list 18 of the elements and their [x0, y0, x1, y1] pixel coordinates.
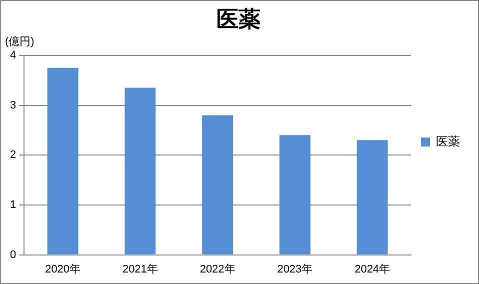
legend-label: 医薬 [436, 134, 460, 148]
x-tick-label: 2021年 [122, 263, 158, 276]
x-tick-label: 2020年 [45, 263, 81, 276]
bar [202, 115, 234, 254]
y-tick-label: 0 [10, 248, 16, 261]
y-tick-label: 2 [10, 149, 16, 162]
bar [356, 140, 388, 254]
x-tick-label: 2022年 [200, 263, 236, 276]
bar [279, 135, 310, 254]
y-axis-title: (億円) [5, 34, 34, 48]
y-tick-label: 3 [10, 99, 16, 112]
bar [47, 68, 78, 254]
y-tick-label: 4 [10, 49, 16, 62]
chart-title: 医薬 [216, 6, 260, 32]
y-tick-label: 1 [10, 198, 16, 211]
x-tick-label: 2023年 [277, 263, 313, 276]
bar [124, 88, 156, 254]
x-tick-label: 2024年 [354, 263, 390, 276]
